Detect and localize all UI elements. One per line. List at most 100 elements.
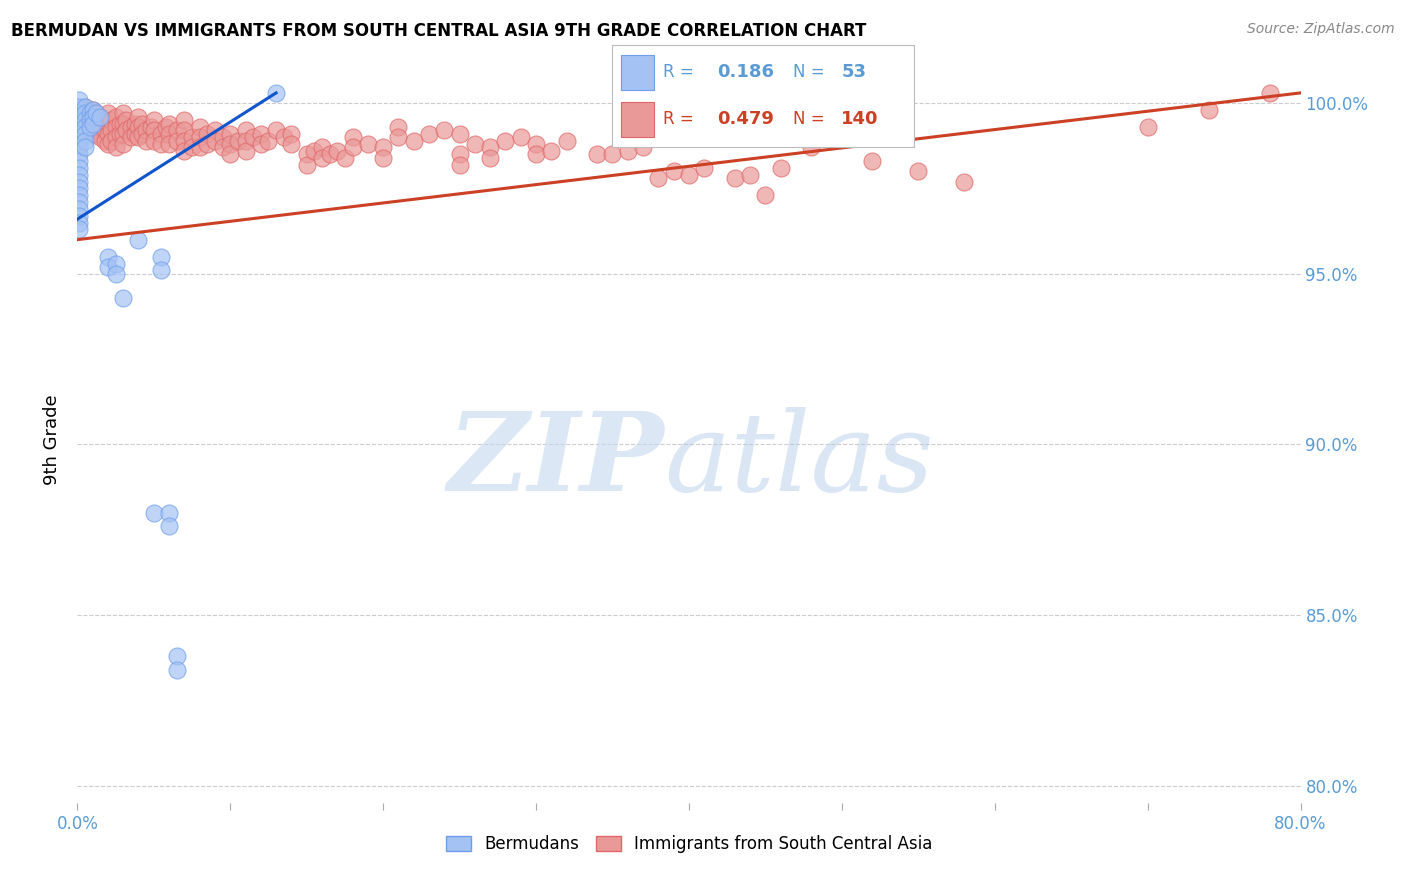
Point xyxy=(89,110,111,124)
Point xyxy=(402,134,425,148)
Point xyxy=(479,151,502,165)
Point xyxy=(79,127,101,141)
Point xyxy=(173,144,195,158)
Point xyxy=(124,117,146,131)
Point xyxy=(449,127,471,141)
Point xyxy=(67,175,90,189)
Point xyxy=(1136,120,1159,134)
Point xyxy=(1258,86,1281,100)
Point xyxy=(82,110,104,124)
Point xyxy=(67,147,90,161)
Point xyxy=(127,130,149,145)
Point xyxy=(264,123,287,137)
Point xyxy=(211,140,233,154)
Point xyxy=(188,140,211,154)
Point xyxy=(67,222,90,236)
Point xyxy=(602,147,624,161)
Text: 53: 53 xyxy=(841,63,866,81)
Point xyxy=(124,127,146,141)
Point xyxy=(195,127,218,141)
Point xyxy=(509,130,531,145)
Point xyxy=(311,140,333,154)
Point xyxy=(82,117,104,131)
Point xyxy=(142,113,165,128)
Point xyxy=(82,103,104,117)
Point xyxy=(280,127,302,141)
Point xyxy=(82,103,104,117)
Y-axis label: 9th Grade: 9th Grade xyxy=(44,394,62,484)
Point xyxy=(142,506,165,520)
Point xyxy=(333,151,356,165)
Point xyxy=(311,151,333,165)
Point xyxy=(79,106,101,120)
Point xyxy=(112,127,135,141)
Point xyxy=(295,157,318,171)
Point xyxy=(862,154,884,169)
Point xyxy=(84,117,107,131)
Point xyxy=(155,120,177,134)
Point xyxy=(235,144,257,158)
Point xyxy=(67,113,90,128)
Point xyxy=(84,106,107,120)
Point xyxy=(73,99,96,113)
Point xyxy=(693,161,716,175)
Point xyxy=(135,134,157,148)
Point xyxy=(173,123,195,137)
Point xyxy=(84,106,107,120)
Point xyxy=(73,110,96,124)
Point xyxy=(709,130,731,145)
Text: 140: 140 xyxy=(841,111,879,128)
Point xyxy=(84,127,107,141)
Bar xyxy=(620,55,654,90)
Text: R =: R = xyxy=(664,63,693,81)
Point xyxy=(100,134,122,148)
Point xyxy=(181,130,204,145)
Point xyxy=(67,154,90,169)
Point xyxy=(100,123,122,137)
Point xyxy=(94,134,117,148)
Point xyxy=(73,99,96,113)
Point xyxy=(104,256,127,270)
Point xyxy=(73,113,96,128)
Point xyxy=(120,120,142,134)
Point xyxy=(67,93,90,107)
Point xyxy=(120,130,142,145)
Point xyxy=(181,140,204,154)
Point xyxy=(67,195,90,210)
Point xyxy=(464,137,486,152)
Point xyxy=(195,137,218,152)
Point xyxy=(157,519,180,533)
Point xyxy=(67,188,90,202)
Point xyxy=(188,130,211,145)
Point xyxy=(304,144,326,158)
Point xyxy=(204,123,226,137)
Point xyxy=(115,113,138,128)
Point xyxy=(318,147,340,161)
Point xyxy=(67,127,90,141)
Point xyxy=(387,130,409,145)
Point xyxy=(104,120,127,134)
Point xyxy=(631,140,654,154)
Point xyxy=(264,86,287,100)
Point xyxy=(800,140,823,154)
Point xyxy=(94,113,117,128)
Point xyxy=(219,137,242,152)
Point xyxy=(73,120,96,134)
Point xyxy=(104,110,127,124)
Point xyxy=(97,137,120,152)
Point xyxy=(357,137,380,152)
Point xyxy=(166,134,188,148)
Point xyxy=(89,120,111,134)
Point xyxy=(127,233,149,247)
Bar xyxy=(620,102,654,137)
Point xyxy=(100,113,122,128)
Point xyxy=(127,120,149,134)
Point xyxy=(79,106,101,120)
Point xyxy=(219,147,242,161)
Point xyxy=(479,140,502,154)
Point xyxy=(449,147,471,161)
Point xyxy=(150,263,173,277)
Point xyxy=(524,137,547,152)
Point xyxy=(166,663,188,677)
Text: 0.186: 0.186 xyxy=(717,63,775,81)
